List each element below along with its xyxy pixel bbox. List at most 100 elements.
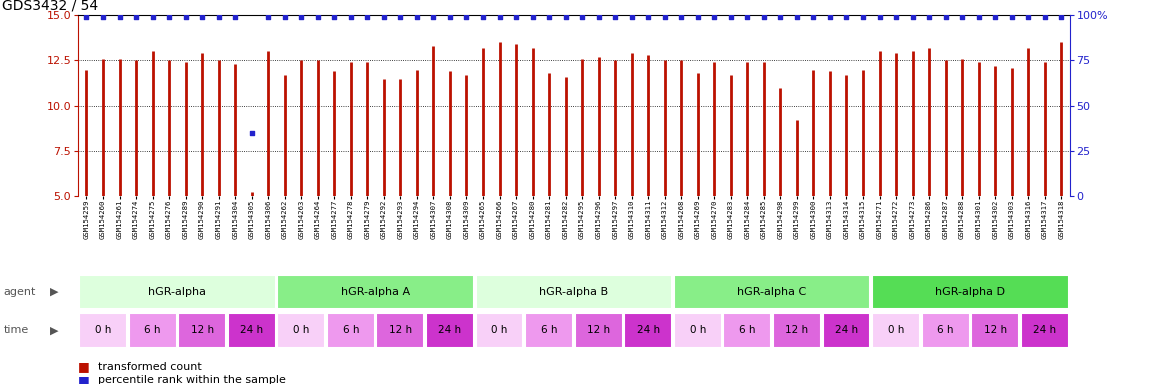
Point: [193, 14, 212, 20]
Point: [821, 14, 839, 20]
Point: [358, 14, 376, 20]
Point: [308, 14, 327, 20]
Point: [853, 14, 872, 20]
Bar: [79, 313, 126, 348]
Point: [887, 14, 905, 20]
Point: [110, 14, 129, 20]
Point: [77, 14, 95, 20]
Point: [176, 14, 194, 20]
Bar: [872, 275, 1068, 309]
Point: [721, 14, 739, 20]
Bar: [822, 313, 871, 348]
Text: 12 h: 12 h: [586, 325, 611, 335]
Text: ■: ■: [78, 360, 90, 373]
Text: 0 h: 0 h: [94, 325, 112, 335]
Text: 12 h: 12 h: [389, 325, 412, 335]
Bar: [921, 313, 969, 348]
Point: [622, 14, 641, 20]
Point: [490, 14, 508, 20]
Text: percentile rank within the sample: percentile rank within the sample: [98, 375, 285, 384]
Bar: [277, 313, 325, 348]
Point: [539, 14, 558, 20]
Point: [904, 14, 922, 20]
Text: hGR-alpha B: hGR-alpha B: [539, 287, 608, 297]
Text: 0 h: 0 h: [888, 325, 904, 335]
Point: [342, 14, 360, 20]
Text: transformed count: transformed count: [98, 362, 201, 372]
Point: [689, 14, 707, 20]
Point: [408, 14, 427, 20]
Text: hGR-alpha D: hGR-alpha D: [935, 287, 1005, 297]
Bar: [1021, 313, 1068, 348]
Point: [424, 14, 443, 20]
Point: [1003, 14, 1021, 20]
Point: [772, 14, 790, 20]
Text: hGR-alpha C: hGR-alpha C: [737, 287, 807, 297]
Bar: [129, 313, 176, 348]
Point: [557, 14, 575, 20]
Point: [953, 14, 972, 20]
Bar: [376, 313, 424, 348]
Point: [259, 14, 277, 20]
Text: 0 h: 0 h: [491, 325, 507, 335]
Point: [754, 14, 773, 20]
Text: hGR-alpha: hGR-alpha: [148, 287, 206, 297]
Point: [672, 14, 690, 20]
Bar: [476, 275, 672, 309]
Point: [440, 14, 459, 20]
Point: [969, 14, 988, 20]
Point: [871, 14, 889, 20]
Bar: [476, 313, 523, 348]
Text: 6 h: 6 h: [937, 325, 953, 335]
Point: [986, 14, 1004, 20]
Text: ■: ■: [78, 374, 90, 384]
Point: [1052, 14, 1071, 20]
Bar: [674, 313, 722, 348]
Point: [590, 14, 608, 20]
Point: [573, 14, 591, 20]
Text: 24 h: 24 h: [1033, 325, 1057, 335]
Text: GDS3432 / 54: GDS3432 / 54: [2, 0, 98, 13]
Text: ▶: ▶: [49, 287, 59, 297]
Point: [920, 14, 938, 20]
Point: [523, 14, 542, 20]
Bar: [972, 313, 1019, 348]
Point: [705, 14, 723, 20]
Point: [126, 14, 145, 20]
Text: 24 h: 24 h: [835, 325, 858, 335]
Text: ▶: ▶: [49, 325, 59, 335]
Bar: [327, 313, 375, 348]
Bar: [674, 275, 871, 309]
Point: [656, 14, 674, 20]
Point: [391, 14, 409, 20]
Bar: [178, 313, 227, 348]
Point: [936, 14, 954, 20]
Point: [225, 14, 244, 20]
Point: [94, 14, 113, 20]
Point: [276, 14, 294, 20]
Bar: [773, 313, 821, 348]
Text: hGR-alpha A: hGR-alpha A: [342, 287, 411, 297]
Bar: [872, 313, 920, 348]
Text: 12 h: 12 h: [191, 325, 214, 335]
Point: [738, 14, 757, 20]
Point: [804, 14, 822, 20]
Bar: [624, 313, 672, 348]
Bar: [575, 313, 622, 348]
Point: [160, 14, 178, 20]
Bar: [426, 313, 474, 348]
Point: [292, 14, 311, 20]
Text: 12 h: 12 h: [785, 325, 808, 335]
Point: [474, 14, 492, 20]
Bar: [526, 313, 573, 348]
Point: [243, 129, 261, 136]
Point: [788, 14, 806, 20]
Point: [837, 14, 856, 20]
Text: 24 h: 24 h: [438, 325, 461, 335]
Text: 24 h: 24 h: [240, 325, 263, 335]
Point: [507, 14, 526, 20]
Text: 12 h: 12 h: [983, 325, 1006, 335]
Bar: [79, 275, 276, 309]
Bar: [277, 275, 474, 309]
Text: 0 h: 0 h: [690, 325, 706, 335]
